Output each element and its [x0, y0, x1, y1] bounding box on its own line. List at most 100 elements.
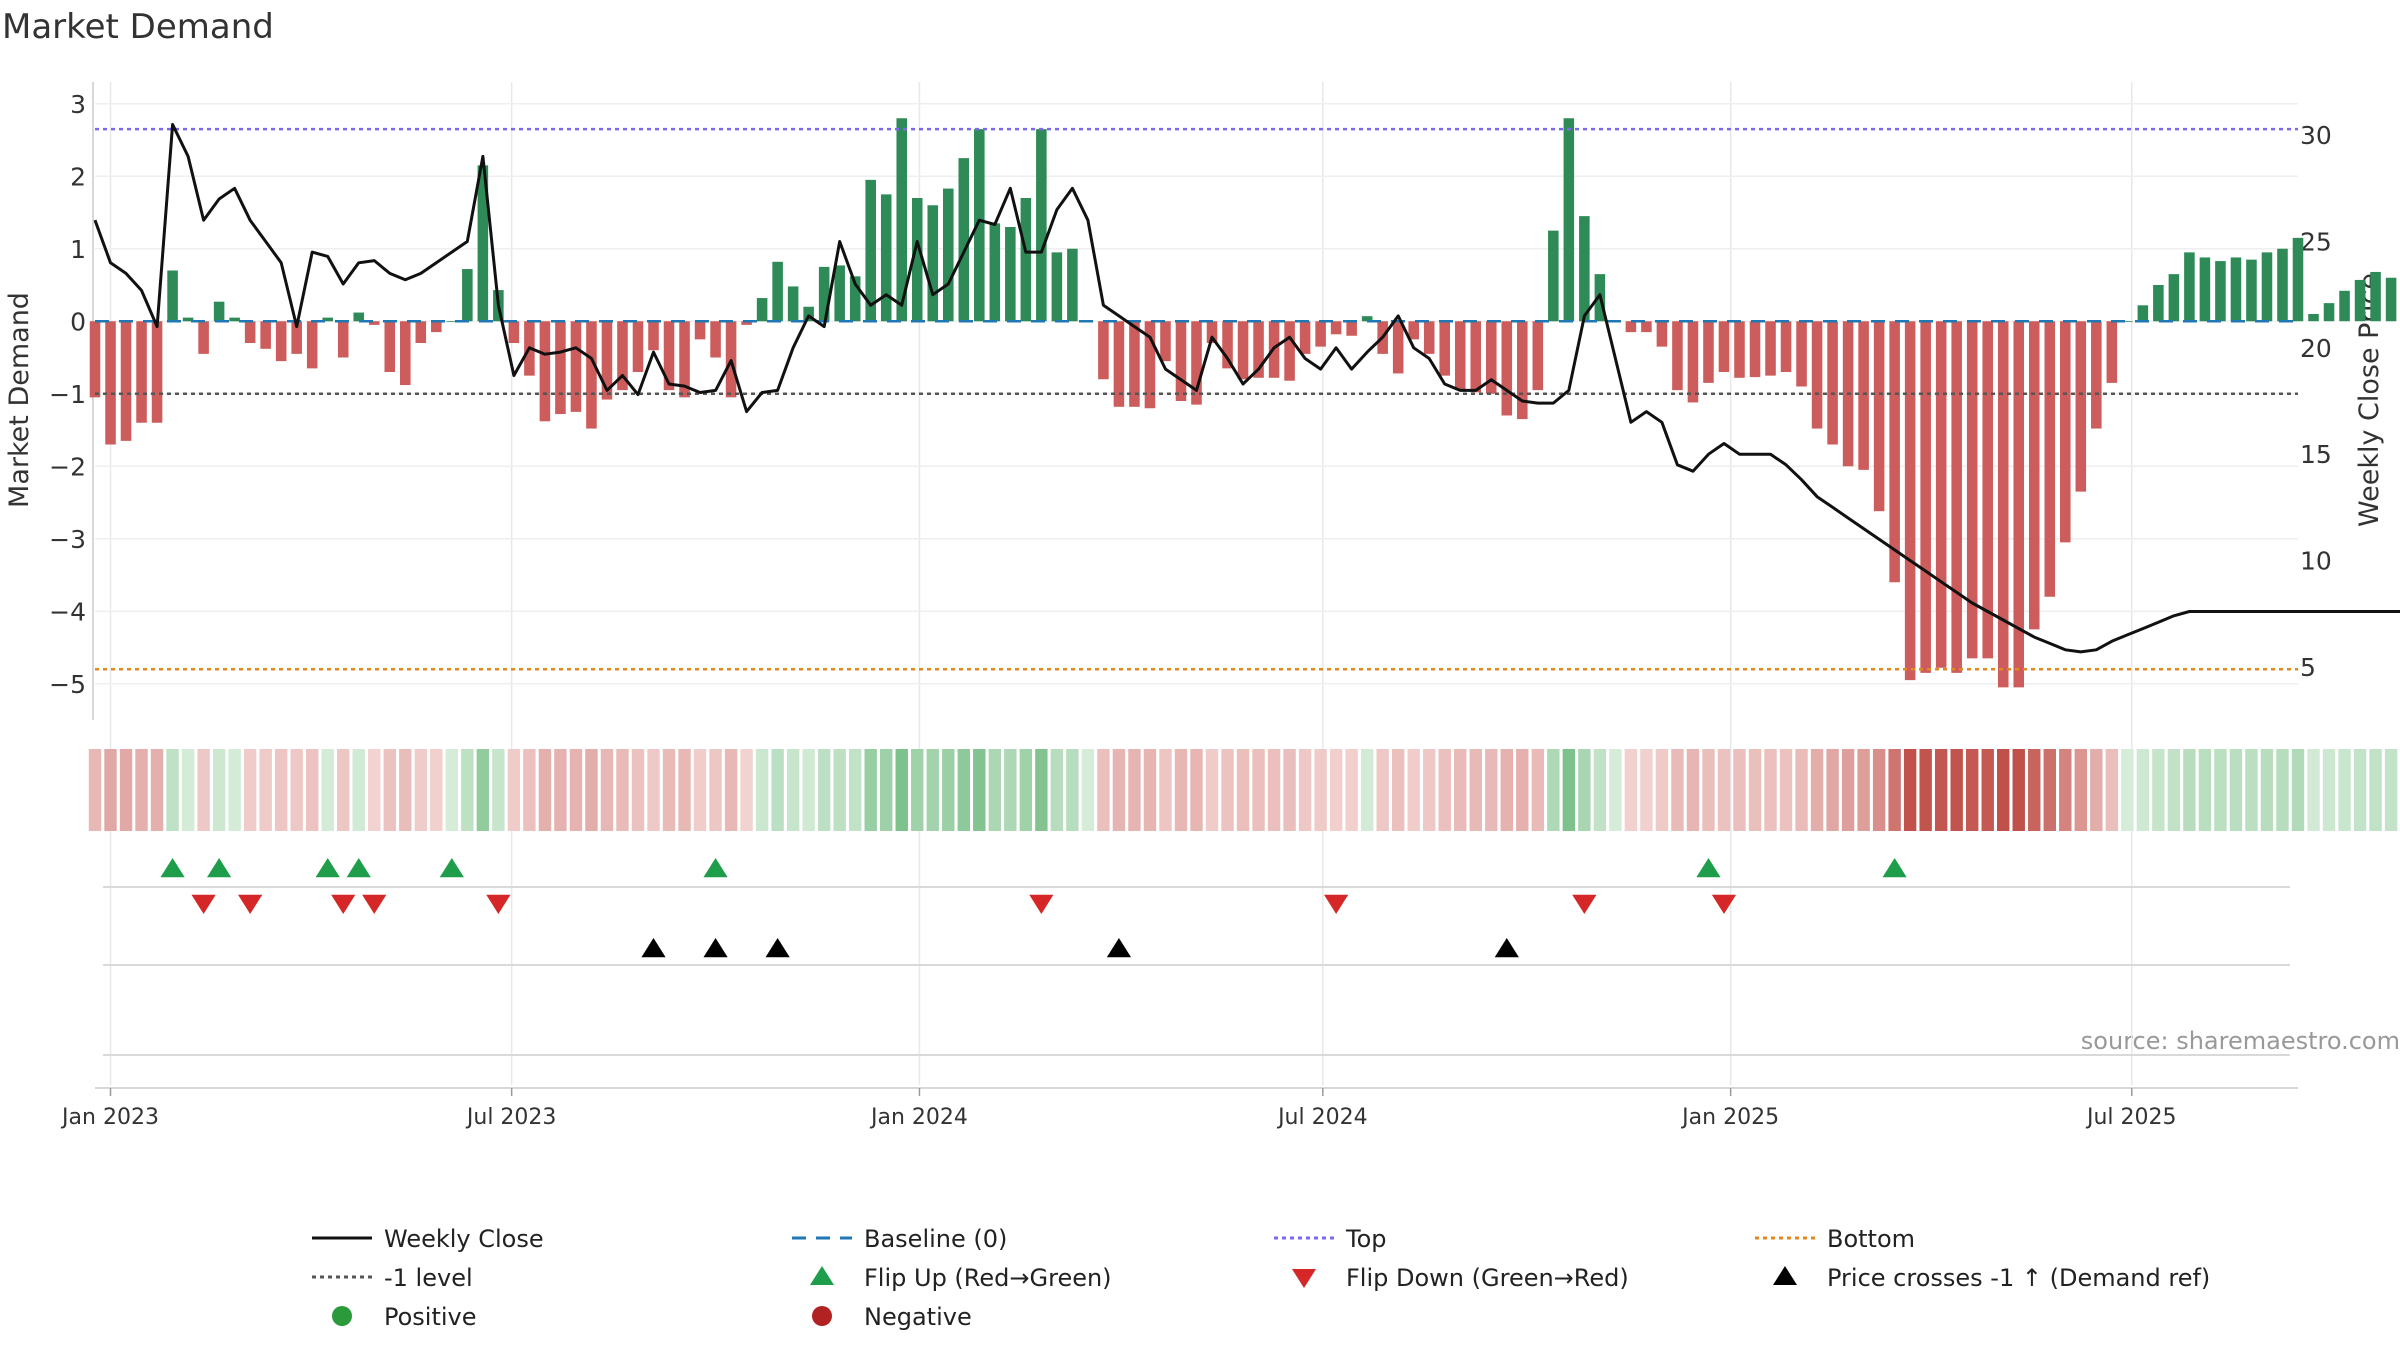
- demand-bar: [1811, 321, 1823, 429]
- demand-bar: [291, 321, 302, 354]
- heat-cell: [600, 749, 614, 831]
- demand-bar: [1703, 321, 1714, 383]
- heat-cell: [166, 749, 179, 831]
- demand-bar: [1160, 321, 1171, 362]
- heat-cell: [1097, 749, 1110, 831]
- demand-bar: [570, 321, 582, 412]
- heat-cell: [1857, 749, 1870, 831]
- demand-bar: [322, 317, 333, 322]
- heat-cell: [1748, 749, 1762, 831]
- legend-label: Bottom: [1827, 1225, 1915, 1253]
- heat-cell: [119, 749, 133, 831]
- demand-bar: [772, 261, 783, 322]
- demand-bar: [1672, 321, 1683, 391]
- heat-cell: [1655, 749, 1669, 831]
- demand-bar: [2137, 305, 2149, 322]
- y-tick-label: −4: [49, 597, 86, 626]
- demand-bar: [337, 321, 349, 358]
- demand-bar: [679, 321, 690, 398]
- demand-bar: [260, 321, 271, 349]
- heat-cell: [616, 749, 629, 831]
- heat-cell: [2260, 749, 2274, 831]
- legend-label: -1 level: [384, 1264, 473, 1292]
- heat-cell: [2384, 749, 2398, 831]
- flip-down-marker: [1572, 894, 1597, 914]
- heat-cell: [864, 749, 877, 831]
- heat-cell: [1609, 749, 1622, 831]
- heat-cell: [973, 749, 986, 831]
- demand-bar: [2122, 321, 2133, 323]
- demand-bar: [710, 321, 721, 358]
- price-cross-marker: [641, 938, 666, 958]
- heat-cell: [1562, 749, 1576, 831]
- flip-down-marker: [238, 894, 263, 914]
- demand-bar: [989, 223, 1001, 322]
- y-tick-label: 3: [70, 90, 86, 119]
- x-tick-label: Jan 2025: [1680, 1105, 1779, 1130]
- heat-cell: [1236, 749, 1250, 831]
- heat-cell: [2291, 749, 2305, 831]
- heat-cell: [585, 749, 598, 831]
- demand-bar: [477, 165, 489, 322]
- heat-cell: [1391, 749, 1405, 831]
- heat-cell: [1934, 749, 1948, 831]
- y2-tick-label: 25: [2300, 228, 2332, 257]
- legend-label: Flip Up (Red→Green): [864, 1264, 1112, 1292]
- demand-bar: [1904, 321, 1916, 681]
- demand-bar: [555, 321, 566, 415]
- heat-cell: [1004, 749, 1017, 831]
- y2-tick-label: 10: [2300, 547, 2332, 576]
- demand-bar: [105, 321, 116, 445]
- heat-cell: [274, 749, 288, 831]
- heat-cell: [1981, 749, 1994, 831]
- heat-cell: [1826, 749, 1839, 831]
- demand-bar: [136, 321, 147, 423]
- y2-tick-label: 30: [2300, 121, 2332, 150]
- heat-cell: [243, 749, 257, 831]
- x-tick-label: Jul 2025: [2085, 1105, 2177, 1130]
- demand-bar: [2292, 237, 2304, 322]
- demand-bar: [400, 321, 411, 386]
- demand-bar: [306, 321, 318, 369]
- heat-cell: [1360, 749, 1374, 831]
- flip-up-marker: [346, 858, 371, 878]
- heat-cell: [926, 749, 939, 831]
- demand-bar: [1656, 321, 1668, 347]
- demand-bar: [2339, 290, 2350, 322]
- heat-cell: [957, 749, 970, 831]
- demand-bar: [1563, 118, 1575, 322]
- price-cross-marker: [765, 938, 790, 958]
- heat-cell: [1252, 749, 1265, 831]
- heat-cell: [383, 749, 396, 831]
- heat-cell: [538, 749, 552, 831]
- demand-bar: [865, 179, 876, 322]
- demand-bar: [1548, 230, 1559, 322]
- demand-bar: [1858, 321, 1869, 470]
- demand-bar: [1889, 321, 1900, 583]
- demand-bar: [1687, 321, 1699, 403]
- heat-cell: [352, 749, 365, 831]
- demand-bar: [213, 301, 225, 322]
- flip-up-marker: [315, 858, 340, 878]
- demand-bar: [182, 317, 194, 322]
- demand-bar: [1005, 227, 1016, 322]
- heat-cell: [1438, 749, 1451, 831]
- flip-up-marker: [439, 858, 464, 878]
- heat-cell: [259, 749, 272, 831]
- x-tick-label: Jul 2024: [1276, 1105, 1368, 1130]
- legend-label: Top: [1345, 1225, 1387, 1253]
- heat-cell: [1019, 749, 1033, 831]
- y2-tick-label: 5: [2300, 653, 2316, 682]
- demand-bar: [1796, 321, 1807, 387]
- price-cross-marker: [1106, 938, 1132, 958]
- demand-bar: [756, 298, 768, 322]
- heat-cell: [1717, 749, 1731, 831]
- heat-cell: [1686, 749, 1700, 831]
- demand-bar: [1517, 321, 1528, 420]
- heat-cell: [631, 749, 645, 831]
- demand-bar: [617, 321, 628, 391]
- heat-cell: [1190, 749, 1203, 831]
- demand-bar: [2323, 303, 2335, 322]
- heat-cell: [2276, 749, 2289, 831]
- demand-bar: [1749, 321, 1761, 378]
